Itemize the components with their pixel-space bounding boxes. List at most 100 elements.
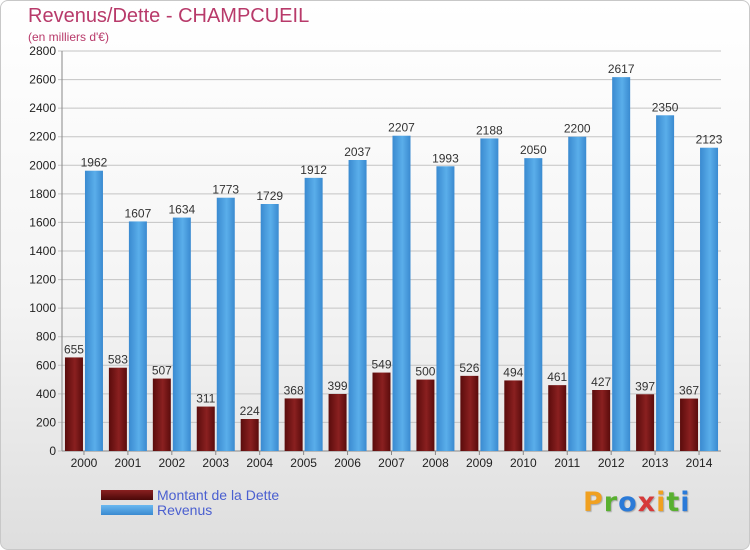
x-tick-label: 2012	[598, 456, 625, 470]
value-label-dette: 367	[679, 384, 699, 398]
value-label-revenus: 1607	[125, 206, 152, 220]
x-tick-label: 2005	[290, 456, 317, 470]
y-tick-label: 2400	[29, 101, 56, 115]
logo-letter: i	[656, 487, 667, 518]
proxiti-logo: Proxiti	[583, 487, 691, 518]
y-tick-label: 2200	[29, 130, 56, 144]
bar-revenus	[260, 204, 279, 451]
bar-revenus	[436, 166, 455, 452]
logo-letter: P	[583, 487, 604, 518]
value-label-dette: 494	[503, 365, 523, 379]
value-label-revenus: 2123	[696, 133, 723, 147]
bars-layer	[64, 77, 719, 452]
bar-dette	[636, 394, 655, 451]
y-tick-label: 2600	[29, 73, 56, 87]
bar-revenus	[128, 221, 147, 451]
bar-revenus	[656, 115, 675, 452]
logo-letter: i	[680, 487, 691, 518]
value-label-dette: 549	[371, 358, 391, 372]
y-tick-label: 1600	[29, 215, 56, 229]
legend-swatch-revenus	[101, 505, 153, 515]
legend-label-revenus: Revenus	[157, 502, 213, 518]
value-label-revenus: 2037	[344, 145, 371, 159]
x-tick-label: 2007	[378, 456, 405, 470]
bar-dette	[284, 398, 303, 451]
logo-letter: o	[618, 487, 638, 518]
value-label-dette: 224	[240, 404, 260, 418]
x-tick-label: 2011	[554, 456, 580, 470]
bar-dette	[372, 372, 391, 451]
value-label-revenus: 2050	[520, 143, 547, 157]
y-tick-label: 2000	[29, 158, 56, 172]
logo-letter: t	[666, 487, 681, 518]
bar-dette	[152, 378, 171, 451]
value-label-dette: 507	[152, 364, 172, 378]
y-tick-label: 600	[36, 358, 56, 372]
bar-dette	[504, 380, 523, 451]
x-tick-label: 2014	[686, 456, 713, 470]
value-label-revenus: 2350	[652, 100, 679, 114]
y-tick-label: 200	[36, 415, 56, 429]
bar-dette	[240, 419, 259, 451]
y-tick-label: 1400	[29, 244, 56, 258]
bar-revenus	[348, 160, 367, 451]
bar-revenus	[216, 197, 235, 451]
value-label-dette: 461	[547, 370, 567, 384]
legend-swatch-dette	[101, 490, 153, 500]
value-label-dette: 397	[635, 379, 655, 393]
bar-revenus	[612, 77, 631, 452]
bar-revenus	[480, 138, 499, 451]
value-label-revenus: 1634	[168, 203, 195, 217]
y-tick-label: 1800	[29, 187, 56, 201]
logo-letter: x	[637, 487, 657, 518]
bar-dette	[196, 406, 215, 451]
bar-dette	[592, 390, 611, 451]
x-tick-label: 2000	[71, 456, 98, 470]
value-label-revenus: 1773	[212, 183, 239, 197]
bar-revenus	[84, 170, 103, 451]
x-tick-label: 2004	[246, 456, 273, 470]
bar-dette	[64, 357, 83, 451]
value-label-dette: 655	[64, 342, 84, 356]
y-tick-label: 1000	[29, 301, 56, 315]
value-label-dette: 500	[415, 365, 435, 379]
value-label-dette: 526	[459, 361, 479, 375]
y-tick-label: 1200	[29, 273, 56, 287]
y-tick-label: 2800	[29, 44, 56, 58]
value-label-dette: 311	[196, 392, 215, 406]
bar-dette	[328, 394, 347, 451]
bar-revenus	[172, 217, 191, 451]
value-label-revenus: 2207	[388, 121, 415, 135]
bar-revenus	[524, 158, 543, 451]
value-label-revenus: 2617	[608, 62, 635, 76]
x-tick-label: 2003	[202, 456, 229, 470]
bar-revenus	[568, 136, 587, 451]
bar-revenus	[304, 177, 323, 451]
chart-title: Revenus/Dette - CHAMPCUEIL	[28, 5, 310, 27]
value-label-revenus: 1729	[256, 189, 283, 203]
grid-layer	[58, 50, 721, 455]
value-label-dette: 427	[591, 375, 611, 389]
value-label-dette: 583	[108, 353, 128, 367]
value-label-revenus: 1912	[300, 163, 327, 177]
y-tick-label: 0	[49, 444, 56, 458]
logo-letter: r	[603, 487, 619, 518]
legend-label-dette: Montant de la Dette	[157, 487, 280, 503]
x-tick-label: 2008	[422, 456, 449, 470]
x-tick-label: 2009	[466, 456, 493, 470]
x-tick-label: 2001	[115, 456, 142, 470]
value-label-revenus: 1993	[432, 151, 459, 165]
bar-dette	[416, 379, 435, 451]
value-label-revenus: 2188	[476, 123, 503, 137]
labels-layer: 0 200 400 600 800 1000 1200 1400 1600 1800 2000 220…	[29, 44, 722, 470]
value-label-revenus: 1962	[81, 156, 108, 170]
bar-dette	[460, 375, 479, 451]
value-label-revenus: 2200	[564, 122, 591, 136]
value-label-dette: 399	[328, 379, 348, 393]
bar-revenus	[392, 135, 411, 451]
bar-dette	[548, 385, 567, 451]
value-label-dette: 368	[284, 383, 304, 397]
x-tick-label: 2002	[158, 456, 185, 470]
